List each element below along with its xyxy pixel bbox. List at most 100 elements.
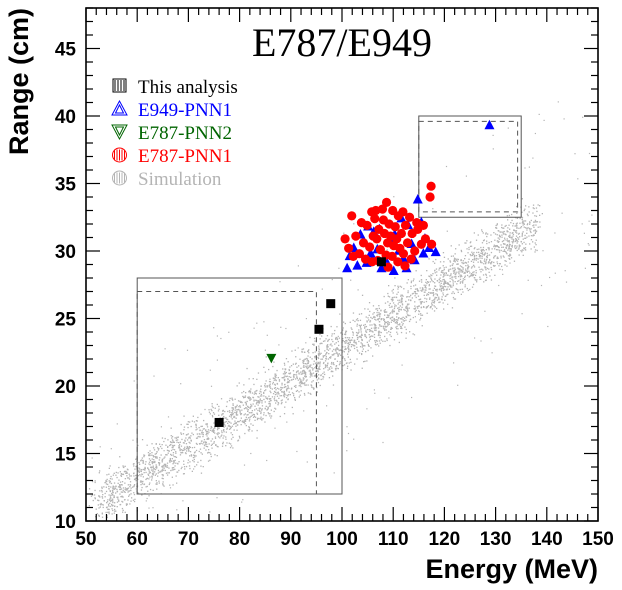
sim-point xyxy=(109,496,112,498)
sim-point xyxy=(380,309,382,311)
sim-point xyxy=(416,288,418,290)
sim-point xyxy=(299,377,301,379)
sim-point xyxy=(259,418,262,420)
sim-point xyxy=(152,507,154,509)
sim-point xyxy=(522,249,524,251)
sim-point xyxy=(172,441,175,443)
sim-point xyxy=(161,470,163,472)
sim-point xyxy=(167,450,170,452)
e949-pnn1-point xyxy=(376,262,387,273)
sim-point xyxy=(230,414,232,416)
legend-label: Simulation xyxy=(138,169,222,190)
sim-point xyxy=(397,303,399,305)
sim-point xyxy=(199,443,201,445)
sim-point xyxy=(256,437,258,439)
sim-point xyxy=(330,325,332,328)
sim-point xyxy=(374,340,376,342)
sim-point xyxy=(283,413,286,415)
sim-point xyxy=(225,445,227,447)
sim-point xyxy=(442,265,444,267)
sim-point xyxy=(377,334,380,337)
sim-point xyxy=(202,432,204,434)
sim-point xyxy=(233,423,235,425)
sim-point xyxy=(301,350,303,353)
sim-point xyxy=(340,332,342,334)
sim-point xyxy=(481,230,483,233)
sim-point xyxy=(306,357,308,360)
sim-point xyxy=(276,369,278,372)
sim-point xyxy=(143,456,145,458)
legend-entry-e787-pnn2: E787-PNN2 xyxy=(111,123,232,144)
sim-point xyxy=(530,231,532,234)
sim-point xyxy=(379,317,381,319)
sim-point xyxy=(133,478,136,481)
sim-point xyxy=(508,236,511,238)
sim-point xyxy=(216,403,218,406)
sim-point xyxy=(330,363,333,365)
sim-point xyxy=(314,375,316,377)
sim-point xyxy=(256,389,258,392)
sim-point xyxy=(401,303,404,305)
sim-point xyxy=(463,272,465,274)
sim-point xyxy=(443,283,445,285)
sim-point xyxy=(492,264,495,267)
sim-point xyxy=(443,272,445,274)
sim-point xyxy=(150,466,153,468)
sim-point xyxy=(160,426,162,428)
sim-point xyxy=(152,469,154,471)
sim-point xyxy=(413,334,416,336)
sim-point xyxy=(409,318,412,320)
sim-point xyxy=(240,413,242,416)
sim-point xyxy=(350,346,353,348)
sim-point xyxy=(502,243,505,245)
sim-point xyxy=(249,428,251,430)
sim-point xyxy=(426,294,428,296)
sim-point xyxy=(406,306,408,308)
e787-pnn1-point xyxy=(381,197,392,207)
sim-point xyxy=(471,275,473,277)
sim-point xyxy=(177,471,179,473)
sim-point xyxy=(419,301,422,303)
sim-point xyxy=(260,391,262,393)
sim-point xyxy=(524,220,527,222)
sim-point xyxy=(330,366,332,368)
sim-point xyxy=(187,426,189,429)
sim-point xyxy=(141,483,144,485)
sim-point xyxy=(393,296,395,298)
sim-point xyxy=(325,357,327,360)
sim-point xyxy=(283,394,285,396)
sim-point xyxy=(252,424,254,426)
sim-point xyxy=(516,226,518,228)
sim-point xyxy=(484,258,486,260)
sim-point xyxy=(426,293,428,295)
sim-point xyxy=(335,337,337,340)
sim-point xyxy=(242,420,244,422)
sim-point xyxy=(190,454,192,456)
sim-point xyxy=(421,290,423,292)
sim-point xyxy=(239,409,241,411)
sim-point xyxy=(320,358,322,360)
sim-point xyxy=(113,488,115,490)
sim-point xyxy=(111,503,113,506)
sim-point xyxy=(264,421,266,423)
sim-point xyxy=(445,165,448,168)
sim-point xyxy=(508,224,510,226)
sim-point xyxy=(379,331,381,333)
sim-point xyxy=(99,506,101,508)
sim-point xyxy=(432,292,435,294)
sim-point xyxy=(213,413,216,415)
sim-point xyxy=(337,335,339,337)
sim-point xyxy=(464,278,466,281)
sim-point xyxy=(180,452,182,454)
sim-point xyxy=(133,485,135,488)
sim-point xyxy=(300,371,302,373)
sim-point xyxy=(133,472,135,474)
sim-point xyxy=(481,268,483,270)
sim-point xyxy=(252,396,254,398)
sim-point xyxy=(511,238,513,240)
legend-label: This analysis xyxy=(138,77,238,98)
sim-point xyxy=(106,501,109,503)
sim-point xyxy=(430,274,432,276)
sim-point xyxy=(110,475,112,478)
